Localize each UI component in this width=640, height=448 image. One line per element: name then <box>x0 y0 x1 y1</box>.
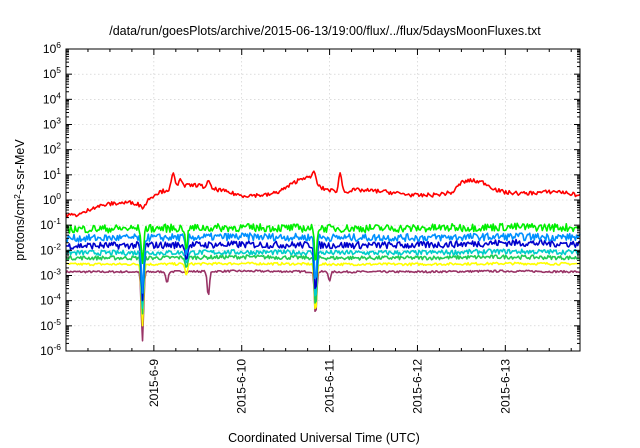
y-tick-label-base: 10 <box>40 243 54 257</box>
y-axis-label-post: -s-sr-MeV <box>13 139 27 195</box>
y-tick-label: 104 <box>43 90 61 106</box>
y-tick-label-exponent: 5 <box>56 65 61 75</box>
x-axis-label: Coordinated Universal Time (UTC) <box>228 431 420 445</box>
y-tick-label-exponent: 4 <box>56 90 61 100</box>
y-tick-label-base: 10 <box>43 42 57 56</box>
y-tick-label: 100 <box>43 191 61 207</box>
y-tick-label-exponent: 3 <box>56 116 61 126</box>
y-tick-label-exponent: -2 <box>53 241 61 251</box>
y-tick-label-base: 10 <box>43 92 57 106</box>
series-line <box>65 261 581 327</box>
y-tick-label-base: 10 <box>43 118 57 132</box>
y-tick-label-exponent: 6 <box>56 40 61 50</box>
y-tick-label-base: 10 <box>43 67 57 81</box>
series-line <box>65 254 581 315</box>
series-line <box>65 222 581 265</box>
y-tick-label-exponent: 1 <box>56 166 61 176</box>
y-tick-label-exponent: -3 <box>53 267 61 277</box>
y-tick-label-base: 10 <box>40 344 54 358</box>
y-tick-label-exponent: -1 <box>53 216 61 226</box>
y-tick-label: 10-1 <box>40 216 61 232</box>
y-tick-label: 106 <box>43 40 61 56</box>
y-tick-label: 105 <box>43 65 61 81</box>
y-tick-label: 101 <box>43 166 61 182</box>
series-line <box>65 238 581 302</box>
x-tick-label: 2015-6-12 <box>410 359 424 414</box>
y-tick-label: 103 <box>43 116 61 132</box>
series-line <box>65 170 581 218</box>
x-tick-label: 2015-6-13 <box>498 359 512 414</box>
y-tick-label-exponent: -5 <box>53 317 61 327</box>
y-axis-label-superscript: 2 <box>12 194 22 199</box>
y-tick-label: 10-3 <box>40 267 61 283</box>
chart-title: /data/run/goesPlots/archive/2015-06-13/1… <box>109 24 541 38</box>
x-tick-label: 2015-6-9 <box>147 359 161 407</box>
y-axis-label-pre: protons/cm <box>13 199 27 261</box>
y-tick-label: 102 <box>43 141 61 157</box>
y-tick-label-base: 10 <box>43 168 57 182</box>
series-lines <box>65 170 581 342</box>
x-tick-label: 2015-6-10 <box>235 359 249 414</box>
series-line <box>65 232 581 294</box>
y-axis-label: protons/cm2-s-sr-MeV <box>12 139 27 261</box>
y-tick-label-base: 10 <box>40 319 54 333</box>
y-tick-label: 10-2 <box>40 241 61 257</box>
y-tick-label-base: 10 <box>43 143 57 157</box>
y-axis-tick-labels: 10-610-510-410-310-210-11001011021031041… <box>40 40 61 358</box>
x-tick-label: 2015-6-11 <box>323 359 337 413</box>
y-tick-label-base: 10 <box>40 294 54 308</box>
y-tick-label-exponent: 2 <box>56 141 61 151</box>
y-tick-label-base: 10 <box>43 193 57 207</box>
y-tick-label: 10-5 <box>40 317 61 333</box>
y-tick-label: 10-6 <box>40 342 61 358</box>
y-tick-label-base: 10 <box>40 269 54 283</box>
x-axis-tick-labels: 2015-6-9 2015-6-10 2015-6-11 2015-6-12 2015-… <box>147 359 512 414</box>
series-line <box>65 269 581 342</box>
y-tick-label-exponent: 0 <box>56 191 61 201</box>
axis-ticks <box>66 48 580 352</box>
y-tick-label: 10-4 <box>40 292 61 308</box>
y-tick-label-exponent: -4 <box>53 292 61 302</box>
y-tick-label-base: 10 <box>40 218 54 232</box>
y-tick-label-exponent: -6 <box>53 342 61 352</box>
series-line <box>65 248 581 309</box>
